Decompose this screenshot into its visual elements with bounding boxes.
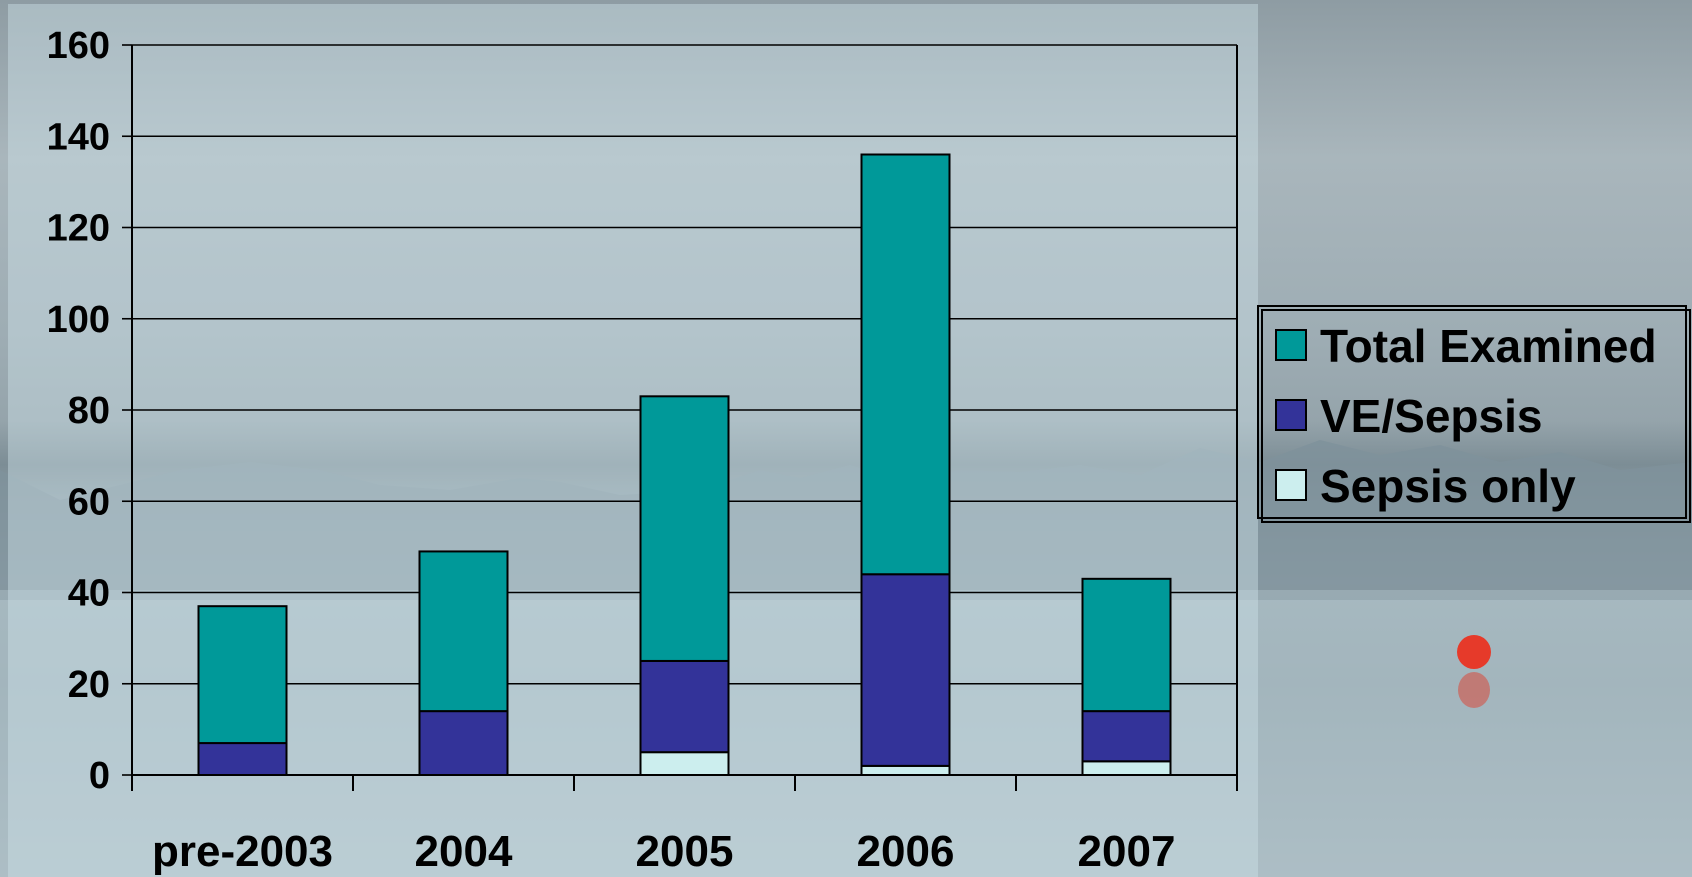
bar-segment-total-examined xyxy=(197,605,288,745)
bar-segment-ve-sepsis xyxy=(639,659,730,754)
bar-segment-sepsis-only xyxy=(860,764,951,776)
buoy-reflection xyxy=(1458,672,1490,708)
y-tick-label: 120 xyxy=(47,208,110,250)
legend-label: Total Examined xyxy=(1320,320,1657,372)
y-tick-label: 40 xyxy=(68,573,110,615)
y-tick-label: 100 xyxy=(47,299,110,341)
legend-shadow xyxy=(1261,309,1691,523)
y-tick-label: 160 xyxy=(47,25,110,67)
y-tick-label: 140 xyxy=(47,116,110,158)
bar-segment-ve-sepsis xyxy=(1081,710,1172,763)
bar-segment-total-examined xyxy=(860,153,951,576)
legend-label: VE/Sepsis xyxy=(1320,390,1542,442)
bar-segment-ve-sepsis xyxy=(197,742,288,776)
x-category-labels: pre-2003 2004 2005 2006 2007 xyxy=(152,827,1175,876)
legend: Total Examined VE/Sepsis Sepsis only xyxy=(1257,305,1691,523)
bar-segment-total-examined xyxy=(639,395,730,662)
bar-segment-total-examined xyxy=(418,550,509,713)
bar-segment-total-examined xyxy=(1081,577,1172,713)
bar-segment-sepsis-only xyxy=(639,751,730,776)
legend-box xyxy=(1257,305,1687,519)
x-category-label: 2005 xyxy=(636,827,734,876)
axes xyxy=(131,45,1238,791)
bar-segment-ve-sepsis xyxy=(860,573,951,767)
y-tick-labels: 0 20 40 60 80 100 120 140 160 xyxy=(47,25,110,797)
x-category-label: 2006 xyxy=(857,827,955,876)
legend-swatch xyxy=(1275,399,1307,431)
y-tick-label: 60 xyxy=(68,481,110,523)
x-category-label: 2007 xyxy=(1078,827,1176,876)
y-tick-label: 0 xyxy=(89,755,110,797)
bar-segment-sepsis-only xyxy=(1081,760,1172,776)
y-tick-label: 80 xyxy=(68,390,110,432)
legend-label: Sepsis only xyxy=(1320,460,1576,512)
legend-swatch xyxy=(1275,469,1307,501)
y-tick-label: 20 xyxy=(68,664,110,706)
buoy xyxy=(1457,635,1491,669)
bar-segment-ve-sepsis xyxy=(418,710,509,776)
x-category-label: 2004 xyxy=(415,827,513,876)
bars xyxy=(197,153,1172,776)
legend-swatch xyxy=(1275,329,1307,361)
x-category-label: pre-2003 xyxy=(152,827,333,876)
